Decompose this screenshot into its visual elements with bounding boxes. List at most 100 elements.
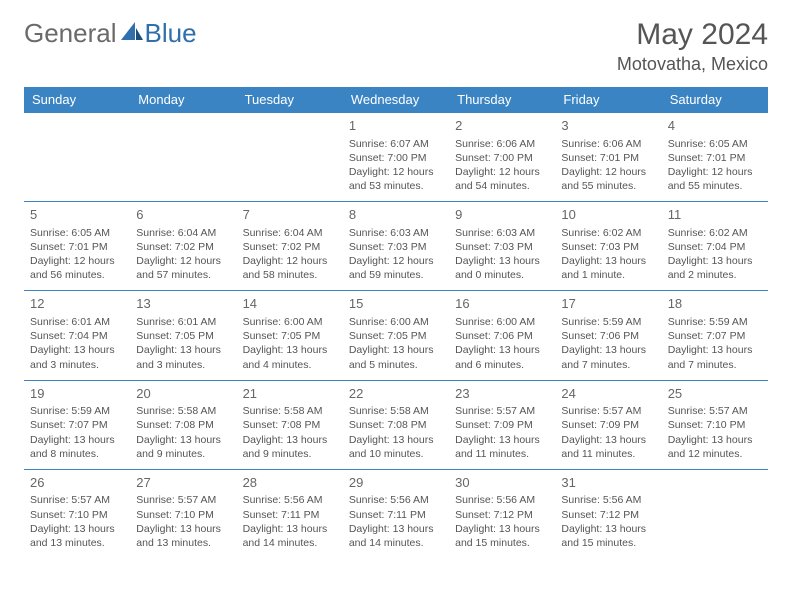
- calendar-empty-cell: [130, 113, 236, 202]
- daylight-text: Daylight: 13 hours: [30, 343, 124, 357]
- calendar-day-cell: 12Sunrise: 6:01 AMSunset: 7:04 PMDayligh…: [24, 291, 130, 380]
- daylight-text: Daylight: 12 hours: [243, 254, 337, 268]
- daylight-text: and 9 minutes.: [136, 447, 230, 461]
- sunrise-text: Sunrise: 6:00 AM: [455, 315, 549, 329]
- day-number: 11: [668, 206, 762, 224]
- daylight-text: Daylight: 13 hours: [349, 343, 443, 357]
- calendar-day-cell: 5Sunrise: 6:05 AMSunset: 7:01 PMDaylight…: [24, 202, 130, 291]
- daylight-text: Daylight: 13 hours: [30, 433, 124, 447]
- calendar-day-cell: 9Sunrise: 6:03 AMSunset: 7:03 PMDaylight…: [449, 202, 555, 291]
- day-number: 25: [668, 385, 762, 403]
- sunrise-text: Sunrise: 6:06 AM: [455, 137, 549, 151]
- day-number: 28: [243, 474, 337, 492]
- day-number: 21: [243, 385, 337, 403]
- sunset-text: Sunset: 7:00 PM: [349, 151, 443, 165]
- daylight-text: and 55 minutes.: [561, 179, 655, 193]
- calendar-day-cell: 13Sunrise: 6:01 AMSunset: 7:05 PMDayligh…: [130, 291, 236, 380]
- daylight-text: Daylight: 13 hours: [561, 522, 655, 536]
- sunset-text: Sunset: 7:08 PM: [136, 418, 230, 432]
- daylight-text: and 11 minutes.: [455, 447, 549, 461]
- sail-icon: [121, 18, 143, 49]
- sunset-text: Sunset: 7:05 PM: [349, 329, 443, 343]
- calendar-table: SundayMondayTuesdayWednesdayThursdayFrid…: [24, 87, 768, 558]
- daylight-text: Daylight: 12 hours: [136, 254, 230, 268]
- sunrise-text: Sunrise: 6:05 AM: [30, 226, 124, 240]
- calendar-day-cell: 28Sunrise: 5:56 AMSunset: 7:11 PMDayligh…: [237, 469, 343, 558]
- calendar-day-cell: 8Sunrise: 6:03 AMSunset: 7:03 PMDaylight…: [343, 202, 449, 291]
- day-number: 10: [561, 206, 655, 224]
- daylight-text: and 15 minutes.: [561, 536, 655, 550]
- day-number: 1: [349, 117, 443, 135]
- sunset-text: Sunset: 7:12 PM: [455, 508, 549, 522]
- sunset-text: Sunset: 7:11 PM: [243, 508, 337, 522]
- day-number: 14: [243, 295, 337, 313]
- sunset-text: Sunset: 7:03 PM: [561, 240, 655, 254]
- day-number: 12: [30, 295, 124, 313]
- day-number: 20: [136, 385, 230, 403]
- daylight-text: Daylight: 13 hours: [455, 343, 549, 357]
- daylight-text: and 54 minutes.: [455, 179, 549, 193]
- calendar-day-cell: 27Sunrise: 5:57 AMSunset: 7:10 PMDayligh…: [130, 469, 236, 558]
- sunrise-text: Sunrise: 5:57 AM: [668, 404, 762, 418]
- calendar-day-cell: 6Sunrise: 6:04 AMSunset: 7:02 PMDaylight…: [130, 202, 236, 291]
- sunrise-text: Sunrise: 5:59 AM: [561, 315, 655, 329]
- title-block: May 2024 Motovatha, Mexico: [617, 18, 768, 75]
- sunrise-text: Sunrise: 5:57 AM: [136, 493, 230, 507]
- sunrise-text: Sunrise: 6:02 AM: [561, 226, 655, 240]
- calendar-day-cell: 14Sunrise: 6:00 AMSunset: 7:05 PMDayligh…: [237, 291, 343, 380]
- sunset-text: Sunset: 7:01 PM: [668, 151, 762, 165]
- sunrise-text: Sunrise: 5:56 AM: [455, 493, 549, 507]
- calendar-day-cell: 26Sunrise: 5:57 AMSunset: 7:10 PMDayligh…: [24, 469, 130, 558]
- daylight-text: Daylight: 13 hours: [349, 522, 443, 536]
- daylight-text: and 2 minutes.: [668, 268, 762, 282]
- sunset-text: Sunset: 7:06 PM: [455, 329, 549, 343]
- calendar-day-cell: 21Sunrise: 5:58 AMSunset: 7:08 PMDayligh…: [237, 380, 343, 469]
- sunset-text: Sunset: 7:09 PM: [561, 418, 655, 432]
- sunrise-text: Sunrise: 5:59 AM: [30, 404, 124, 418]
- day-number: 26: [30, 474, 124, 492]
- day-number: 5: [30, 206, 124, 224]
- daylight-text: Daylight: 13 hours: [349, 433, 443, 447]
- daylight-text: Daylight: 12 hours: [349, 254, 443, 268]
- sunrise-text: Sunrise: 6:04 AM: [243, 226, 337, 240]
- calendar-day-cell: 18Sunrise: 5:59 AMSunset: 7:07 PMDayligh…: [662, 291, 768, 380]
- daylight-text: Daylight: 13 hours: [136, 522, 230, 536]
- daylight-text: and 0 minutes.: [455, 268, 549, 282]
- daylight-text: Daylight: 13 hours: [455, 433, 549, 447]
- sunset-text: Sunset: 7:03 PM: [349, 240, 443, 254]
- sunrise-text: Sunrise: 6:03 AM: [455, 226, 549, 240]
- sunset-text: Sunset: 7:02 PM: [243, 240, 337, 254]
- day-number: 7: [243, 206, 337, 224]
- daylight-text: Daylight: 13 hours: [561, 343, 655, 357]
- daylight-text: and 3 minutes.: [136, 358, 230, 372]
- brand-part2: Blue: [145, 18, 197, 49]
- day-number: 4: [668, 117, 762, 135]
- page-header: General Blue May 2024 Motovatha, Mexico: [24, 18, 768, 75]
- daylight-text: and 3 minutes.: [30, 358, 124, 372]
- daylight-text: and 53 minutes.: [349, 179, 443, 193]
- calendar-day-cell: 15Sunrise: 6:00 AMSunset: 7:05 PMDayligh…: [343, 291, 449, 380]
- daylight-text: and 13 minutes.: [30, 536, 124, 550]
- day-number: 30: [455, 474, 549, 492]
- daylight-text: and 6 minutes.: [455, 358, 549, 372]
- day-number: 6: [136, 206, 230, 224]
- sunrise-text: Sunrise: 6:03 AM: [349, 226, 443, 240]
- daylight-text: and 14 minutes.: [243, 536, 337, 550]
- daylight-text: Daylight: 13 hours: [30, 522, 124, 536]
- calendar-day-cell: 10Sunrise: 6:02 AMSunset: 7:03 PMDayligh…: [555, 202, 661, 291]
- sunrise-text: Sunrise: 5:56 AM: [561, 493, 655, 507]
- sunrise-text: Sunrise: 6:05 AM: [668, 137, 762, 151]
- day-number: 29: [349, 474, 443, 492]
- daylight-text: Daylight: 13 hours: [668, 343, 762, 357]
- sunrise-text: Sunrise: 6:06 AM: [561, 137, 655, 151]
- day-number: 15: [349, 295, 443, 313]
- calendar-day-cell: 17Sunrise: 5:59 AMSunset: 7:06 PMDayligh…: [555, 291, 661, 380]
- sunrise-text: Sunrise: 5:57 AM: [30, 493, 124, 507]
- daylight-text: Daylight: 13 hours: [455, 522, 549, 536]
- sunrise-text: Sunrise: 5:58 AM: [349, 404, 443, 418]
- calendar-day-cell: 29Sunrise: 5:56 AMSunset: 7:11 PMDayligh…: [343, 469, 449, 558]
- sunrise-text: Sunrise: 6:02 AM: [668, 226, 762, 240]
- daylight-text: Daylight: 13 hours: [243, 433, 337, 447]
- calendar-empty-cell: [662, 469, 768, 558]
- day-number: 18: [668, 295, 762, 313]
